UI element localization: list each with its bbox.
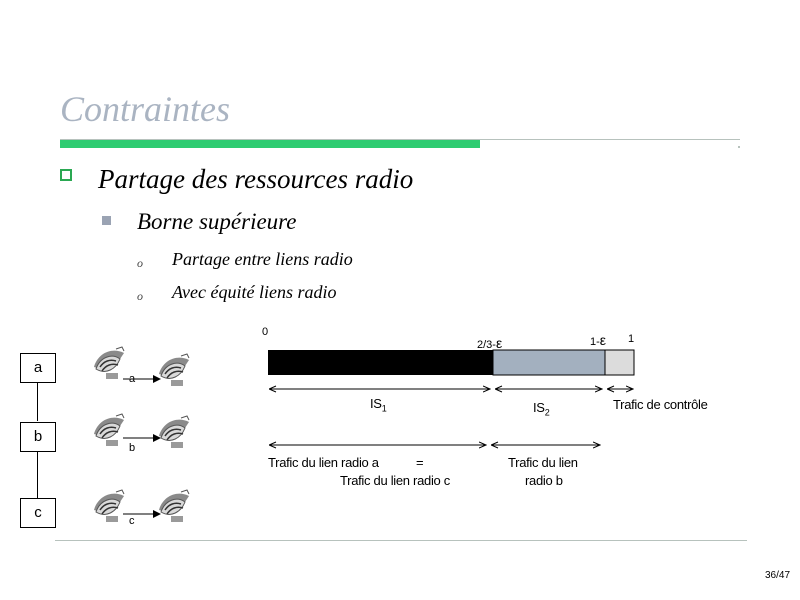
- tick-label-1: 1: [628, 333, 635, 345]
- slide-title: Contraintes: [60, 89, 231, 129]
- label-traffic-b-line2: radio b: [525, 473, 563, 488]
- segment-control: [604, 349, 635, 376]
- label-control-traffic: Trafic de contrôle: [613, 397, 708, 412]
- bullet-level3-text: Avec équité liens radio: [172, 282, 337, 302]
- antenna-icon: [158, 489, 190, 523]
- title-divider-end: [738, 146, 740, 148]
- bullet-level3-marker: o: [137, 256, 143, 270]
- label-is1: IS1: [370, 396, 387, 414]
- label-traffic-a: Trafic du lien radio a: [268, 455, 379, 470]
- link-label-b: b: [129, 442, 136, 454]
- tick-label-one-minus: 1-ε: [590, 332, 607, 348]
- antenna-icon: [93, 346, 125, 380]
- antenna-icon: [93, 413, 125, 447]
- label-traffic-b-line1: Trafic du lien: [508, 455, 578, 470]
- bullet-level2-text: Borne supérieure: [137, 209, 297, 234]
- title-divider: [60, 139, 740, 140]
- antenna-icon: [158, 415, 190, 449]
- bullet-level3-text: Partage entre liens radio: [172, 249, 353, 269]
- node-b: b: [20, 422, 56, 452]
- tick-label-0: 0: [262, 326, 269, 338]
- title-accent-bar: [60, 140, 480, 148]
- antenna-icon: [158, 353, 190, 387]
- resource-bar-diagram: [268, 349, 635, 460]
- segment-is1: [268, 350, 493, 375]
- bullet-level3-marker: o: [137, 289, 143, 303]
- page-number: 36/47: [765, 570, 791, 581]
- bullet-level1-text: Partage des ressources radio: [98, 164, 414, 194]
- bullet-square-filled-icon: [102, 216, 111, 225]
- topology-connector: [37, 452, 38, 498]
- antenna-icon: [93, 489, 125, 523]
- topology-connector: [37, 383, 38, 421]
- node-a: a: [20, 353, 56, 383]
- segment-is2: [492, 349, 606, 376]
- radio-links-graphic: [93, 346, 190, 523]
- tick-label-two-thirds: 2/3-ε: [477, 335, 503, 351]
- node-c: c: [20, 498, 56, 528]
- footer-divider: [55, 540, 747, 541]
- label-is2: IS2: [533, 400, 550, 418]
- label-traffic-c: Trafic du lien radio c: [340, 473, 450, 488]
- label-equal: =: [416, 455, 424, 470]
- bullet-square-outline-icon: [60, 169, 72, 181]
- link-label-c: c: [129, 515, 135, 527]
- link-label-a: a: [129, 373, 136, 385]
